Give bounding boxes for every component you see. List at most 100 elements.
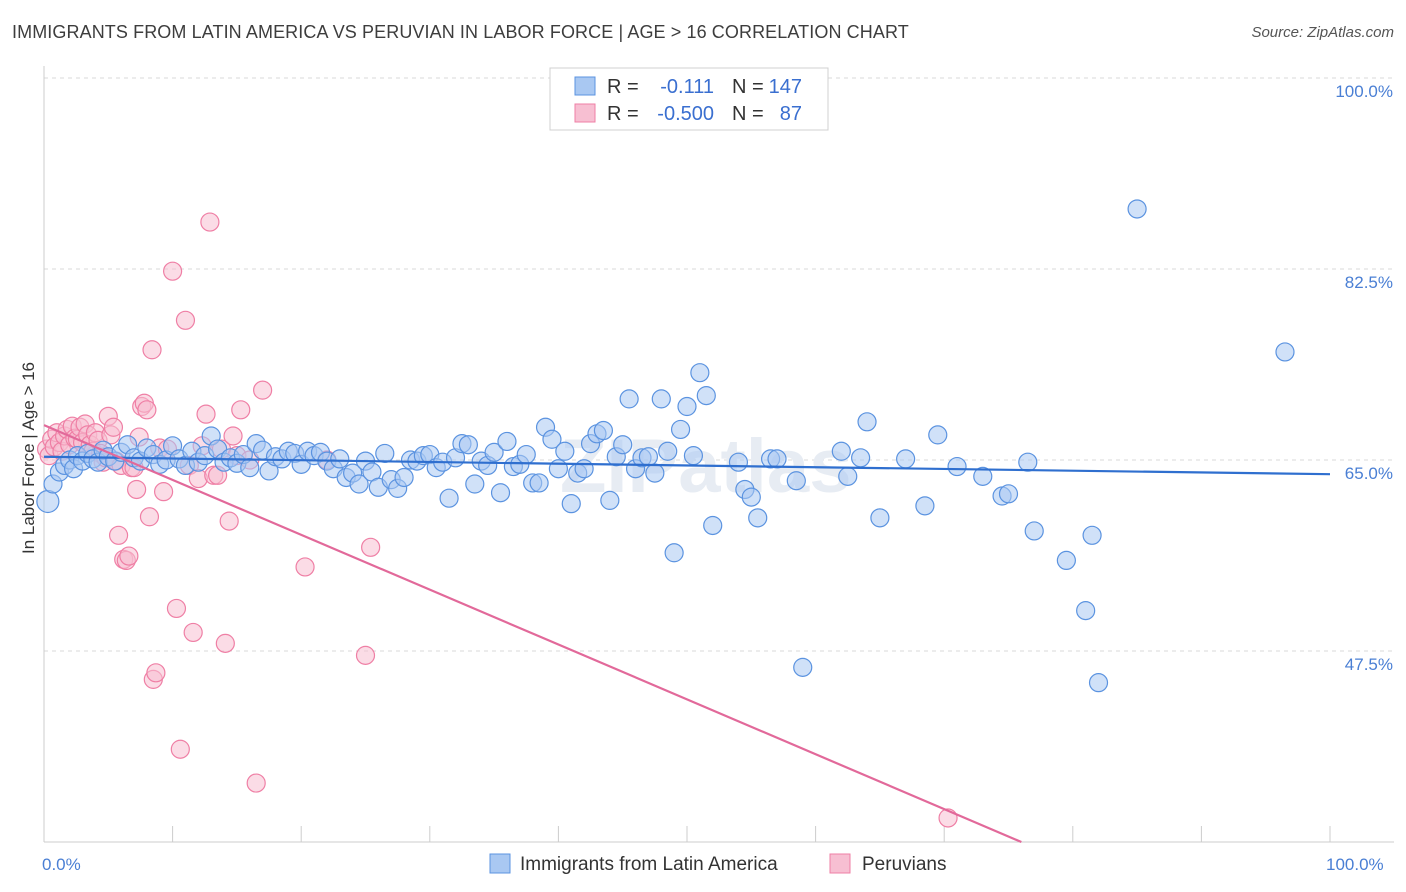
latin-america-point-84: [561, 494, 581, 514]
chart-source: Source: ZipAtlas.com: [1251, 24, 1394, 41]
x-tick-min: 0.0%: [42, 855, 81, 874]
latin-america-point-107: [728, 452, 749, 472]
latin-america-point-130: [1076, 601, 1096, 621]
latin-america-point-112: [767, 449, 787, 469]
peruvian-point-71: [361, 537, 381, 557]
latin-america-point-90: [600, 490, 620, 510]
latin-america-point-102: [677, 396, 697, 417]
latin-america-point-72: [484, 442, 504, 462]
latin-america-point-68: [458, 435, 478, 455]
latin-america-point-55: [375, 443, 395, 464]
latin-america-point-96: [638, 447, 659, 467]
peruvian-point-64: [231, 400, 251, 420]
y-tick-labels: 47.5% 65.0% 82.5% 100.0%: [1335, 82, 1393, 674]
latin-america-point-77: [516, 444, 536, 465]
latin-america-point-115: [831, 441, 851, 461]
series-legend-label-pink: Peruvians: [862, 854, 947, 875]
latin-america-point-126: [998, 484, 1019, 504]
stats-legend: R = -0.111 N = 147 R = -0.500 N = 87: [549, 67, 829, 131]
peruvians-points: [36, 212, 958, 828]
legend-r-label-pink: R =: [607, 103, 639, 125]
latin-america-point-103: [683, 446, 704, 466]
latin-america-point-117: [851, 448, 871, 468]
latin-america-point-133: [1127, 199, 1147, 219]
latin-america-point-122: [928, 425, 948, 445]
latin-america-point-58: [394, 467, 414, 488]
latin-america-point-129: [1056, 550, 1076, 571]
latin-america-point-82: [548, 459, 569, 479]
x-tick-labels: 0.0% 100.0%: [42, 855, 1384, 874]
peruvian-point-35: [126, 479, 147, 500]
y-tick-label-0: 47.5%: [1345, 655, 1393, 674]
peruvian-point-47: [163, 261, 183, 281]
latin-america-point-101: [670, 419, 691, 440]
legend-r-label-blue: R =: [607, 76, 639, 98]
x-tick-max: 100.0%: [1326, 855, 1384, 874]
peruvian-point-61: [219, 511, 239, 531]
latin-america-point-97: [645, 463, 665, 483]
series-legend-swatch-blue: [489, 853, 511, 874]
latin-america-point-51: [349, 474, 369, 494]
legend-box: [549, 67, 829, 131]
peruvian-point-28: [108, 525, 129, 545]
y-tick-label-2: 82.5%: [1345, 273, 1393, 292]
peruvian-point-66: [246, 773, 266, 793]
legend-n-label-pink: N =: [732, 103, 764, 125]
latin-america-point-86: [574, 459, 594, 479]
trend-lines: [43, 424, 1331, 844]
latin-america-point-128: [1024, 521, 1044, 541]
latin-america-point-131: [1082, 525, 1102, 545]
grid-lines: [44, 77, 1394, 652]
peruvian-point-50: [175, 310, 196, 330]
latin-america-point-118: [857, 412, 877, 432]
latin-america-point-123: [947, 456, 967, 477]
latin-america-point-74: [497, 431, 517, 452]
peruvian-trend-line: [43, 424, 1022, 844]
y-tick-label-1: 65.0%: [1345, 464, 1393, 483]
series-legend-label-blue: Immigrants from Latin America: [520, 854, 778, 875]
peruvian-point-67: [253, 380, 273, 400]
latin-america-points: [36, 199, 1295, 693]
latin-america-point-120: [896, 449, 916, 469]
peruvian-point-62: [223, 426, 243, 446]
latin-america-point-124: [973, 466, 993, 486]
latin-america-point-106: [703, 515, 723, 536]
peruvian-point-52: [183, 622, 203, 643]
latin-america-point-127: [1018, 452, 1038, 472]
latin-america-point-34: [240, 458, 260, 478]
latin-america-point-79: [529, 473, 549, 493]
latin-america-point-110: [748, 508, 768, 528]
latin-america-point-81: [542, 429, 562, 449]
legend-n-label-blue: N =: [732, 76, 764, 98]
peruvian-point-43: [146, 663, 166, 683]
latin-america-point-83: [555, 441, 575, 461]
legend-n-value-blue: 147: [769, 76, 802, 98]
latin-america-point-132: [1088, 673, 1109, 693]
peruvian-point-48: [166, 598, 187, 619]
legend-r-value-blue: -0.111: [660, 76, 714, 98]
latin-america-point-73: [490, 483, 511, 503]
latin-america-point-109: [741, 487, 761, 507]
latin-america-point-121: [915, 496, 935, 516]
latin-america-point-93: [619, 389, 639, 409]
latin-america-point-48: [330, 449, 350, 469]
legend-swatch-blue: [574, 76, 596, 96]
latin-america-point-0: [36, 489, 60, 514]
latin-america-point-104: [690, 363, 710, 383]
legend-n-value-pink: 87: [780, 103, 802, 125]
peruvian-point-45: [153, 482, 174, 502]
peruvian-point-70: [355, 645, 376, 665]
peruvian-point-68: [295, 557, 315, 577]
peruvian-point-55: [196, 404, 216, 424]
legend-swatch-pink: [574, 103, 596, 123]
latin-america-point-89: [593, 420, 614, 441]
latin-america-point-105: [696, 386, 716, 406]
latin-america-trend-line: [43, 455, 1331, 476]
latin-america-point-98: [651, 389, 671, 409]
series-legend: Immigrants from Latin America Peruvians: [489, 853, 947, 875]
peruvian-point-32: [119, 546, 139, 566]
peruvian-point-39: [137, 400, 157, 420]
latin-america-point-114: [793, 657, 813, 677]
latin-america-point-99: [658, 441, 678, 461]
